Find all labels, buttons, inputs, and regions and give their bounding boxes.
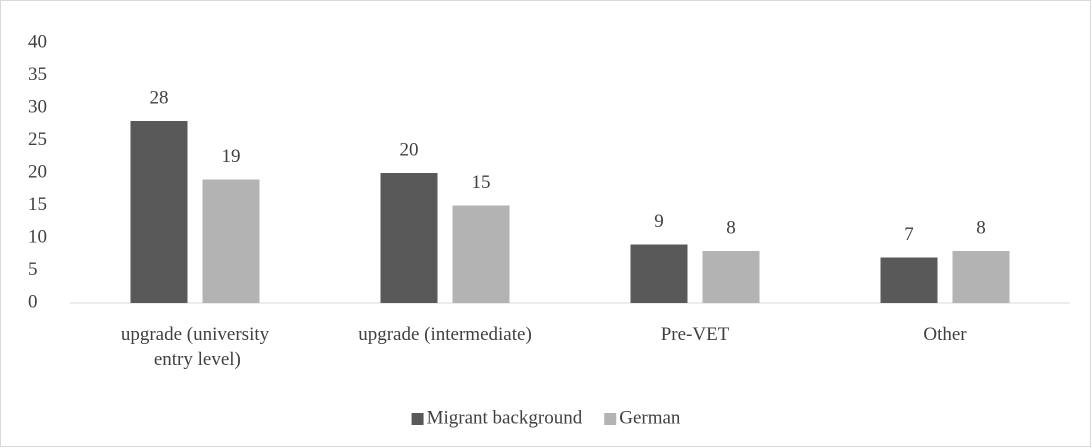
data-label: 9 bbox=[654, 211, 664, 232]
data-label: 28 bbox=[150, 87, 169, 108]
bar bbox=[380, 173, 438, 303]
bar bbox=[952, 251, 1010, 303]
legend-label: Migrant background bbox=[427, 407, 583, 428]
x-tick-label-line: upgrade (intermediate) bbox=[358, 324, 532, 345]
x-tick-label: Pre-VET bbox=[661, 324, 730, 345]
legend-item: German bbox=[604, 407, 681, 428]
bar bbox=[630, 244, 688, 303]
x-tick-label-line: entry level) bbox=[149, 349, 241, 370]
y-tick-label: 10 bbox=[28, 226, 47, 247]
y-tick-label: 40 bbox=[28, 31, 47, 52]
y-tick-label: 30 bbox=[28, 96, 47, 117]
data-label: 7 bbox=[904, 224, 914, 245]
x-tick-label: upgrade (university entry level) bbox=[121, 324, 270, 370]
y-tick-label: 35 bbox=[28, 64, 47, 85]
data-label: 15 bbox=[472, 172, 491, 193]
data-label: 19 bbox=[222, 146, 241, 167]
bar bbox=[702, 251, 760, 303]
data-label: 8 bbox=[976, 217, 986, 238]
legend-item: Migrant background bbox=[411, 407, 583, 428]
x-tick-label-line: upgrade (university bbox=[121, 324, 270, 345]
y-tick-label: 5 bbox=[28, 259, 38, 280]
data-label: 8 bbox=[726, 217, 736, 238]
legend-swatch bbox=[411, 413, 424, 425]
y-tick-label: 25 bbox=[28, 129, 47, 150]
bar bbox=[880, 257, 938, 303]
legend-swatch bbox=[604, 413, 617, 425]
x-tick-label: upgrade (intermediate) bbox=[358, 324, 532, 345]
legend-label: German bbox=[619, 407, 681, 428]
bar bbox=[130, 121, 188, 303]
y-tick-label: 15 bbox=[28, 194, 47, 215]
bar bbox=[202, 179, 260, 303]
x-tick-label-line: Other bbox=[923, 324, 967, 345]
data-label: 20 bbox=[400, 139, 419, 160]
y-tick-label: 20 bbox=[28, 161, 47, 182]
bar bbox=[452, 205, 510, 303]
x-tick-label: Other bbox=[923, 324, 967, 345]
y-tick-label: 0 bbox=[28, 291, 38, 312]
x-tick-label-line: Pre-VET bbox=[661, 324, 730, 345]
